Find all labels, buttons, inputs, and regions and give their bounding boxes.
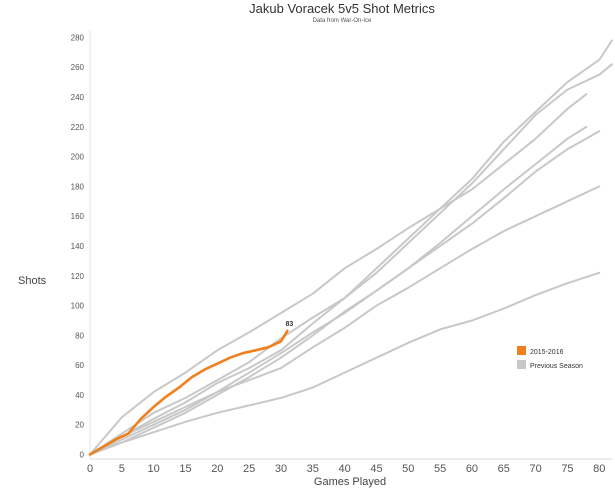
y-tick-label: 240 <box>71 93 85 102</box>
y-tick-label: 220 <box>71 123 85 132</box>
y-tick-label: 140 <box>71 242 85 251</box>
x-tick-label: 80 <box>593 463 605 475</box>
x-tick-label: 60 <box>466 463 478 475</box>
y-tick-label: 20 <box>75 421 84 430</box>
series-line-previous-season <box>89 125 588 456</box>
annotation-layer: 83 <box>285 321 293 328</box>
x-tick-label: 70 <box>529 463 541 475</box>
y-tick-label: 180 <box>71 182 85 191</box>
y-axis-ticks: 0 20 40 60 80 100 120 140 160 180 200 220 240 260 280 <box>71 33 85 459</box>
legend-swatch <box>517 346 526 355</box>
series-line-previous-season <box>89 271 601 456</box>
series-line-previous-season <box>89 185 601 456</box>
x-tick-label: 25 <box>243 463 255 475</box>
y-tick-label: 120 <box>71 272 85 281</box>
y-tick-label: 260 <box>71 63 85 72</box>
x-tick-label: 65 <box>498 463 510 475</box>
legend-label: 2015-2016 <box>530 349 564 356</box>
x-tick-label: 5 <box>119 463 125 475</box>
series-line-previous-season <box>89 39 613 456</box>
y-tick-label: 40 <box>75 391 84 400</box>
y-tick-label: 160 <box>71 212 85 221</box>
series-line-previous-season <box>89 130 601 456</box>
series-line-previous-season <box>89 93 588 456</box>
x-tick-label: 20 <box>211 463 223 475</box>
y-tick-label: 60 <box>75 361 84 370</box>
y-tick-label: 100 <box>71 302 85 311</box>
y-tick-label: 200 <box>71 153 85 162</box>
chart-title: Jakub Voracek 5v5 Shot Metrics <box>249 1 435 16</box>
series-line-current-season <box>88 329 289 456</box>
x-tick-label: 50 <box>402 463 414 475</box>
x-tick-label: 55 <box>434 463 446 475</box>
x-tick-label: 10 <box>148 463 160 475</box>
x-tick-label: 75 <box>561 463 573 475</box>
y-tick-label: 0 <box>80 451 85 460</box>
legend: 2015-2016 Previous Season <box>517 346 583 370</box>
series-layer <box>88 39 613 456</box>
legend-label: Previous Season <box>530 363 583 370</box>
series-line-previous-season <box>89 63 613 456</box>
final-value-label: 83 <box>285 321 293 328</box>
x-tick-label: 45 <box>370 463 382 475</box>
x-axis-label: Games Played <box>314 476 386 488</box>
y-axis-label: Shots <box>18 275 47 287</box>
y-tick-label: 80 <box>75 331 84 340</box>
legend-swatch <box>517 360 526 369</box>
x-tick-label: 15 <box>179 463 191 475</box>
y-tick-label: 280 <box>71 33 85 42</box>
x-tick-label: 0 <box>87 463 93 475</box>
x-tick-label: 35 <box>307 463 319 475</box>
x-tick-label: 30 <box>275 463 287 475</box>
chart-subtitle: Data from War-On-Ice <box>313 18 372 24</box>
x-axis-ticks: 0 5 10 15 20 25 30 35 40 45 50 55 60 65 70 75 80 <box>87 463 605 475</box>
x-tick-label: 40 <box>339 463 351 475</box>
